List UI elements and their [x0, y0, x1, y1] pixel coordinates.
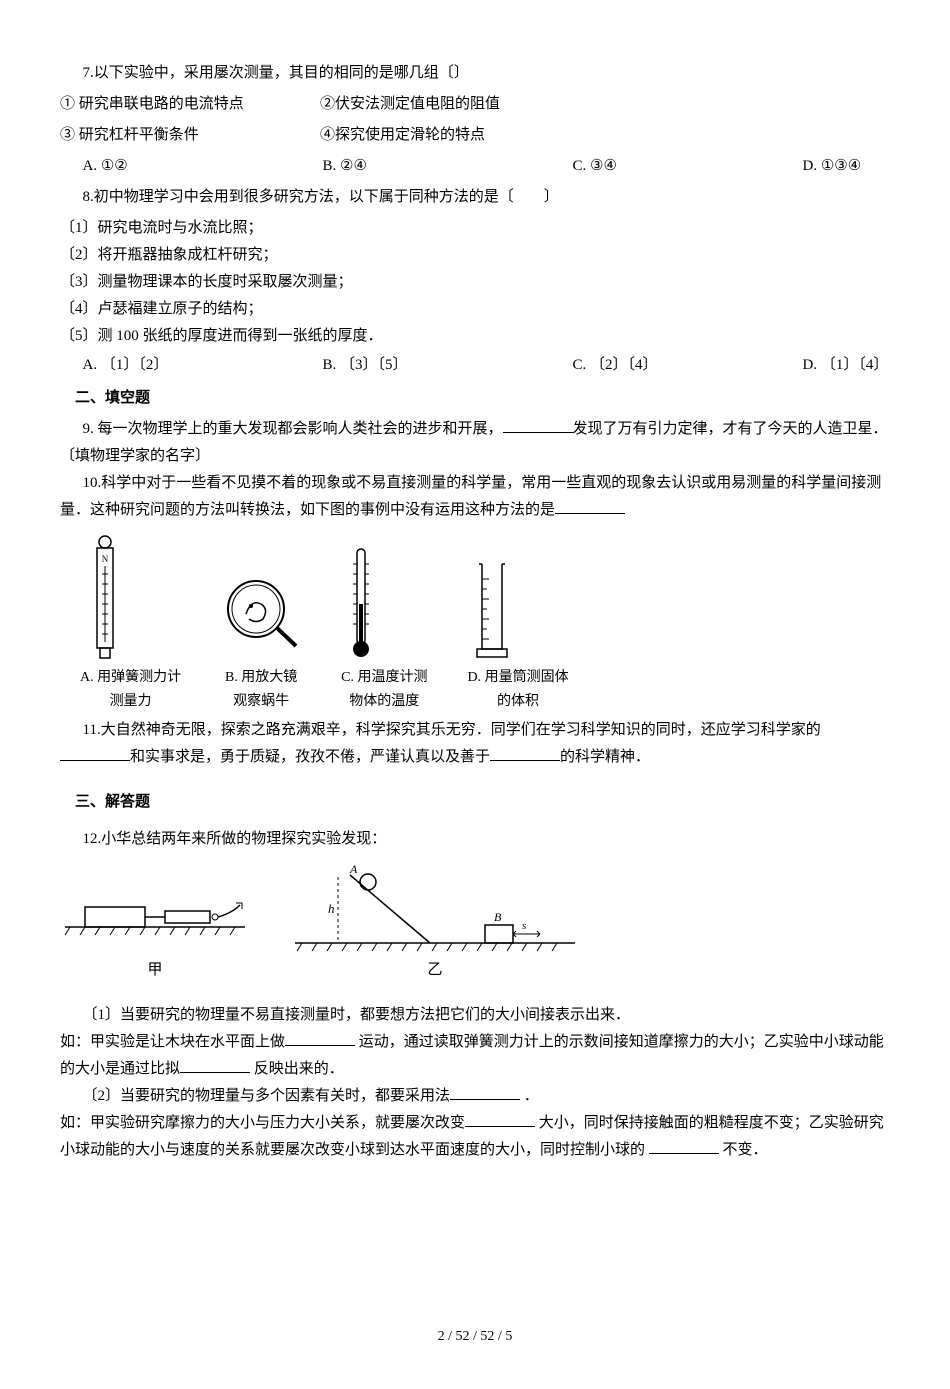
page-number: 2 / 52 / 52 / 5: [60, 1324, 890, 1349]
figure-c-cap2: 物体的温度: [341, 692, 427, 712]
q7-item3: ③ 研究杠杆平衡条件: [60, 122, 320, 149]
q11-p2: 和实事求是，勇于质疑，孜孜不倦，严谨认真以及善于: [130, 749, 490, 765]
figure-a-cap2: 测量力: [80, 692, 181, 712]
q9-p1: 9. 每一次物理学上的重大发现都会影响人类社会的进步和开展，: [83, 421, 503, 437]
q7-opt-b: B. ②④: [323, 153, 573, 180]
svg-text:A: A: [349, 865, 358, 876]
q11-p1: 11.大自然神奇无限，探索之路充满艰辛，科学探究其乐无穷．同学们在学习科学知识的…: [83, 722, 821, 738]
section-3-heading: 三、解答题: [75, 789, 890, 816]
figure-d: D. 用量筒测固体 的体积: [467, 554, 568, 711]
spring-scale-icon: N: [80, 534, 130, 664]
diagram-jia: 甲: [60, 885, 250, 984]
q10-blank: [555, 499, 625, 514]
figure-c-cap1: C. 用温度计测: [341, 668, 427, 688]
q12-sub2-p1b: ．: [520, 1088, 539, 1104]
q12-sub2-p2a: 如：甲实验研究摩擦力的大小与压力大小关系，就要屡次改变: [60, 1115, 465, 1131]
q11-blank1: [60, 746, 130, 761]
q12-sub2-line2: 如：甲实验研究摩擦力的大小与压力大小关系，就要屡次改变 大小，同时保持接触面的粗…: [60, 1110, 890, 1164]
svg-text:h: h: [328, 901, 335, 916]
figure-b-cap1: B. 用放大镜: [221, 668, 301, 688]
q8-opt-c: C. 〔2〕〔4〕: [573, 352, 803, 379]
q7-opt-a: A. ①②: [83, 153, 323, 180]
q11-p3: 的科学精神．: [560, 749, 650, 765]
q12-blank3: [450, 1085, 520, 1100]
figure-a-cap1: A. 用弹簧测力计: [80, 668, 181, 688]
q7-stem: 7.以下实验中，采用屡次测量，其目的相同的是哪几组〔〕: [60, 60, 890, 87]
diagram-jia-label: 甲: [60, 957, 250, 984]
svg-text:B: B: [494, 910, 502, 924]
q12-sub2-p1a: 〔2〕当要研究的物理量与多个因素有关时，都要采用法: [83, 1088, 451, 1104]
q8-options: A. 〔1〕〔2〕 B. 〔3〕〔5〕 C. 〔2〕〔4〕 D. 〔1〕〔4〕: [60, 352, 890, 379]
q8-sub2: 〔2〕将开瓶器抽象成杠杆研究；: [60, 242, 890, 269]
q7-item2: ②伏安法测定值电阻的阻值: [320, 91, 500, 118]
graduated-cylinder-icon: [467, 554, 517, 664]
figure-d-cap2: 的体积: [467, 692, 568, 712]
q12-sub1-p2c: 反映出来的．: [250, 1061, 344, 1077]
q7-options: A. ①② B. ②④ C. ③④ D. ①③④: [60, 153, 890, 180]
friction-experiment-icon: [60, 885, 250, 955]
figure-b-cap2: 观察蜗牛: [221, 692, 301, 712]
q12-stem: 12.小华总结两年来所做的物理探究实验发现：: [60, 826, 890, 853]
q7-items-row2: ③ 研究杠杆平衡条件 ④探究使用定滑轮的特点: [60, 122, 890, 149]
section-2-heading: 二、填空题: [75, 385, 890, 412]
q10-figures: N A. 用弹簧测力计 测量力 B. 用放大镜 观察蜗牛: [80, 534, 890, 711]
q10: 10.科学中对于一些看不见摸不着的现象或不易直接测量的科学量，常用一些直观的现象…: [60, 470, 890, 524]
svg-text:N: N: [102, 554, 109, 564]
q12-sub2-line1: 〔2〕当要研究的物理量与多个因素有关时，都要采用法 ．: [60, 1083, 890, 1110]
q7-opt-d: D. ①③④: [803, 153, 862, 180]
q12-blank2: [180, 1058, 250, 1073]
q12-diagrams: 甲 h A B: [60, 865, 890, 984]
q12-sub1-p2a: 如：甲实验是让木块在水平面上做: [60, 1034, 285, 1050]
q8-stem: 8.初中物理学习中会用到很多研究方法，以下属于同种方法的是〔 〕: [60, 184, 890, 211]
thermometer-icon: [341, 544, 381, 664]
diagram-yi: h A B s 乙: [290, 865, 580, 984]
q8-opt-b: B. 〔3〕〔5〕: [323, 352, 573, 379]
figure-a: N A. 用弹簧测力计 测量力: [80, 534, 181, 711]
figure-c: C. 用温度计测 物体的温度: [341, 544, 427, 711]
q7-item4: ④探究使用定滑轮的特点: [320, 122, 485, 149]
q9: 9. 每一次物理学上的重大发现都会影响人类社会的进步和开展，发现了万有引力定律，…: [60, 416, 890, 470]
q7-item1: ① 研究串联电路的电流特点: [60, 91, 320, 118]
q7-items-row1: ① 研究串联电路的电流特点 ②伏安法测定值电阻的阻值: [60, 91, 890, 118]
q7-opt-c: C. ③④: [573, 153, 803, 180]
q12-sub1-line1: 〔1〕当要研究的物理量不易直接测量时，都要想方法把它们的大小间接表示出来．: [60, 1002, 890, 1029]
q11: 11.大自然神奇无限，探索之路充满艰辛，科学探究其乐无穷．同学们在学习科学知识的…: [60, 717, 890, 771]
q8-opt-d: D. 〔1〕〔4〕: [803, 352, 889, 379]
figure-b: B. 用放大镜 观察蜗牛: [221, 564, 301, 711]
diagram-yi-label: 乙: [290, 957, 580, 984]
q8-sub4: 〔4〕卢瑟福建立原子的结构；: [60, 296, 890, 323]
magnifier-icon: [221, 564, 301, 664]
q8-opt-a: A. 〔1〕〔2〕: [83, 352, 323, 379]
q12-blank1: [285, 1031, 355, 1046]
figure-d-cap1: D. 用量筒测固体: [467, 668, 568, 688]
q12-sub2-p2c: 不变．: [719, 1142, 768, 1158]
q9-blank: [503, 418, 573, 433]
q12-blank5: [649, 1139, 719, 1154]
q10-p1: 10.科学中对于一些看不见摸不着的现象或不易直接测量的科学量，常用一些直观的现象…: [60, 475, 881, 518]
q12-blank4: [465, 1112, 535, 1127]
q11-blank2: [490, 746, 560, 761]
q12-sub1-line2: 如：甲实验是让木块在水平面上做 运动，通过读取弹簧测力计上的示数间接知道摩擦力的…: [60, 1029, 890, 1083]
kinetic-energy-experiment-icon: h A B s: [290, 865, 580, 955]
q8-sub3: 〔3〕测量物理课本的长度时采取屡次测量；: [60, 269, 890, 296]
q8-sub5: 〔5〕测 100 张纸的厚度进而得到一张纸的厚度．: [60, 323, 890, 350]
q8-sub1: 〔1〕研究电流时与水流比照；: [60, 215, 890, 242]
svg-text:s: s: [522, 920, 526, 932]
